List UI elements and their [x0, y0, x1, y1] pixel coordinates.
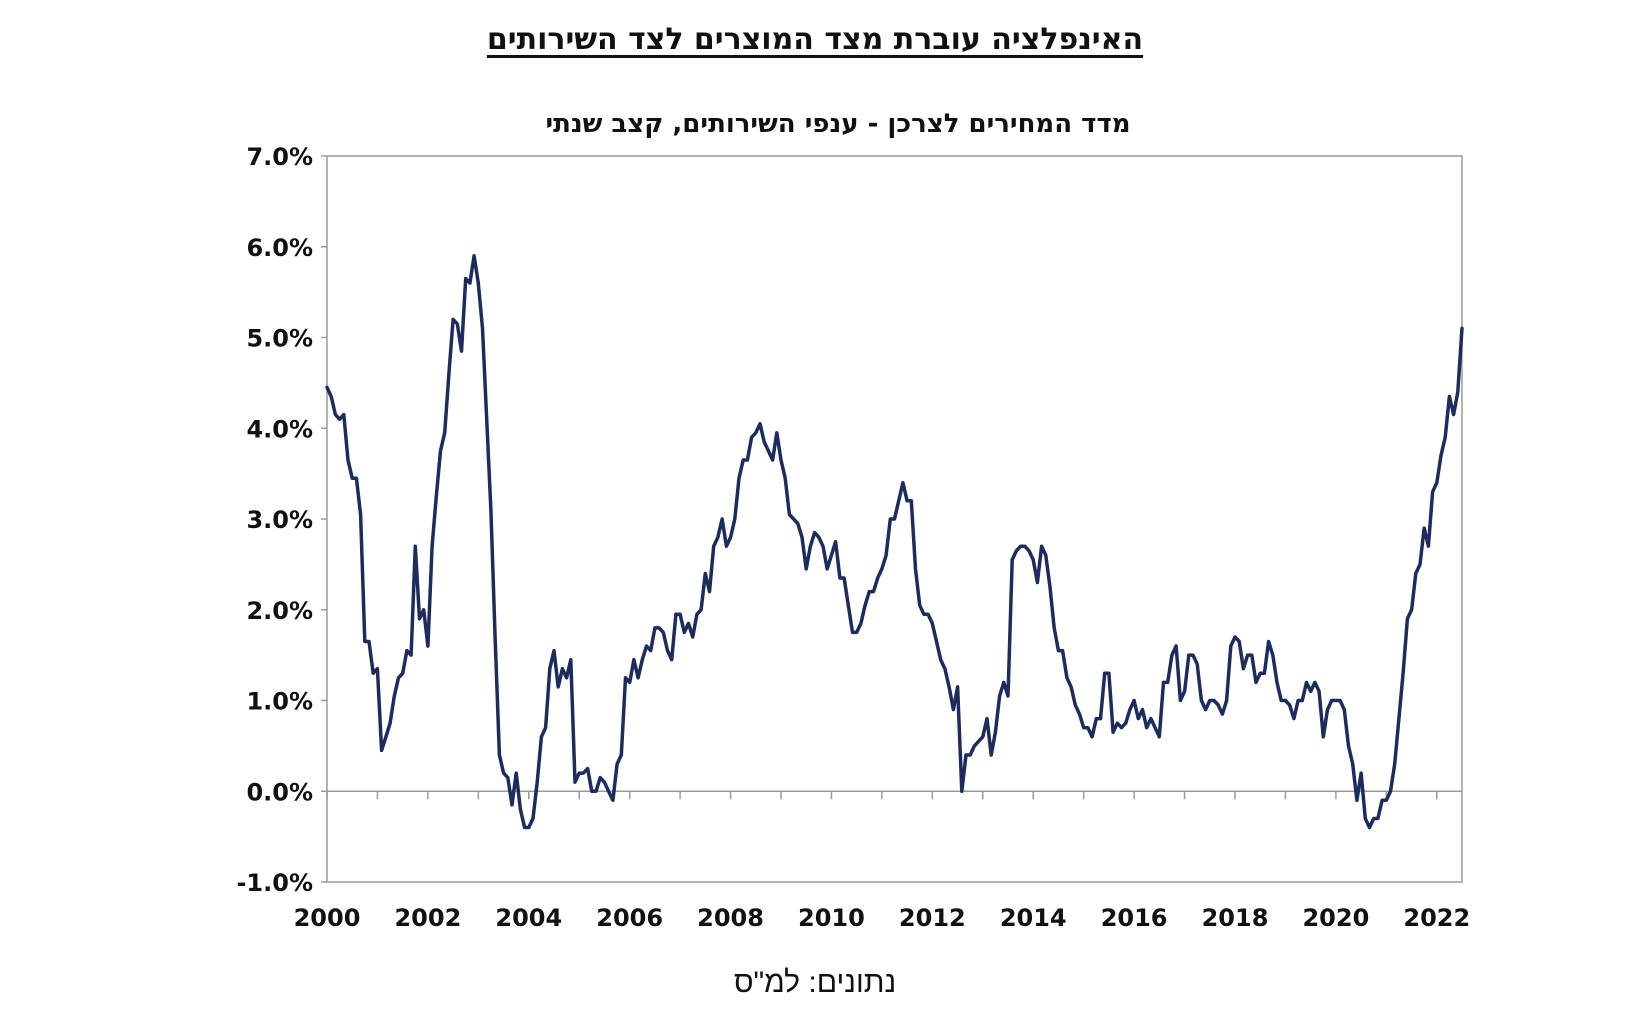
y-tick-label: 7.0%	[246, 143, 313, 171]
source-note: נתונים: למ"ס	[733, 966, 897, 999]
x-tick-label: 2006	[596, 904, 663, 932]
y-tick-label: 0.0%	[246, 778, 313, 806]
series-line	[325, 254, 1464, 830]
x-tick-label: 2000	[294, 904, 361, 932]
x-tick-label: 2004	[495, 904, 562, 932]
page-title: האינפלציה עוברת מצד המוצרים לצד השירותים	[486, 22, 1144, 57]
x-tick-label: 2010	[798, 904, 865, 932]
x-tick-label: 2018	[1202, 904, 1269, 932]
y-tick-label: 4.0%	[246, 415, 313, 443]
chart-title: מדד המחירים לצרכן - ענפי השירותים, קצב ש…	[545, 109, 1130, 139]
y-tick-label: -1.0%	[236, 869, 313, 897]
y-tick-label: 6.0%	[246, 234, 313, 262]
y-tick-label: 1.0%	[246, 688, 313, 716]
x-tick-label: 2022	[1403, 904, 1470, 932]
plot-area: -1.0% 0.0% 1.0% 2.0% 3.0% 4.0% 5.0% 6.0% 7.0% 200…	[236, 143, 1470, 932]
x-tick-label: 2008	[697, 904, 764, 932]
x-tick-label: 2014	[1000, 904, 1067, 932]
x-tick-label: 2002	[394, 904, 461, 932]
y-tick-label: 5.0%	[246, 325, 313, 353]
y-tick-label: 3.0%	[246, 506, 313, 534]
y-tick-label: 2.0%	[246, 597, 313, 625]
x-tick-label: 2020	[1302, 904, 1369, 932]
x-tick-label: 2016	[1101, 904, 1168, 932]
x-tick-label: 2012	[899, 904, 966, 932]
